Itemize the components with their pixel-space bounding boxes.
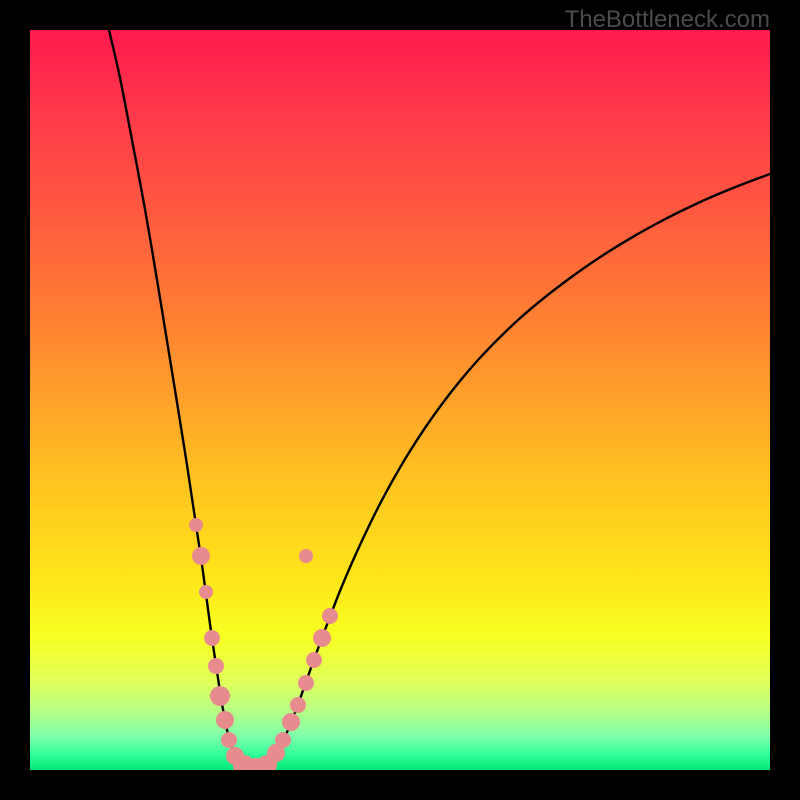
data-dot xyxy=(204,630,220,646)
data-dot xyxy=(299,549,313,563)
data-dot xyxy=(306,652,322,668)
data-dot xyxy=(290,697,306,713)
data-dot xyxy=(199,585,213,599)
data-dots xyxy=(189,518,338,780)
data-dot xyxy=(192,547,210,565)
data-dot xyxy=(298,675,314,691)
data-dot xyxy=(282,713,300,731)
data-dot xyxy=(221,732,237,748)
data-dot xyxy=(322,608,338,624)
data-dot xyxy=(210,686,230,706)
data-dot xyxy=(189,518,203,532)
data-dot xyxy=(313,629,331,647)
data-dot xyxy=(216,711,234,729)
watermark-text: TheBottleneck.com xyxy=(565,6,770,34)
bottleneck-curve xyxy=(109,30,770,769)
chart-svg xyxy=(0,0,800,800)
chart-root: TheBottleneck.com xyxy=(0,0,800,800)
data-dot xyxy=(208,658,224,674)
data-dot xyxy=(275,732,291,748)
